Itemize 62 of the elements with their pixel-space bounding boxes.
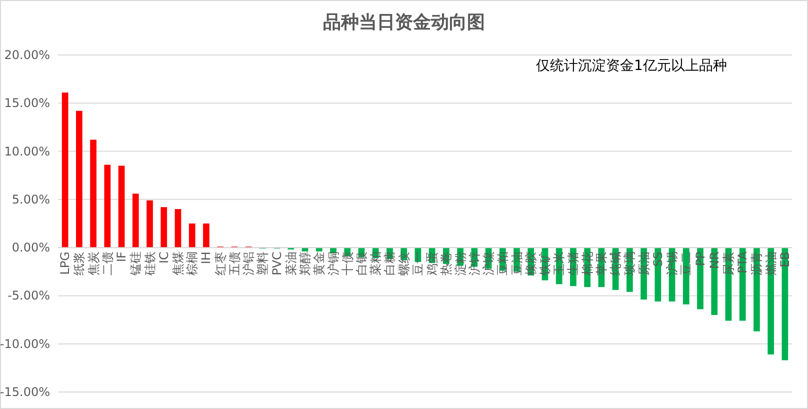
x-tick-label: 玻璃 <box>622 252 637 276</box>
x-tick-label: 玉米 <box>552 252 566 276</box>
y-tick-label: -5.00% <box>8 288 50 303</box>
x-tick-label: 豆二 <box>679 252 694 276</box>
x-tick-label: 菜粕 <box>368 252 383 276</box>
x-tick-label: 红枣 <box>213 252 228 276</box>
x-tick-label: NR <box>707 252 722 269</box>
x-tick-label: 纯碱 <box>608 252 623 276</box>
x-tick-label: PP <box>693 252 708 266</box>
x-tick-label: 锰硅 <box>128 252 143 277</box>
x-tick-label: 沪镍 <box>482 252 496 276</box>
x-tick-label: 尿素 <box>721 252 736 276</box>
x-tick-label: 白银 <box>354 252 368 276</box>
chart-title: 品种当日资金动向图 <box>323 12 485 33</box>
x-tick-label: 十债 <box>340 252 354 276</box>
x-tick-label: 棕榈 <box>185 252 200 276</box>
y-tick-label: -15.00% <box>0 385 50 399</box>
annotation: 仅统计沉淀资金1亿元以上品种 <box>536 58 727 74</box>
x-tick-label: 硅铁 <box>142 252 157 277</box>
x-tick-label: 五债 <box>227 252 242 276</box>
x-tick-label: 白糖 <box>382 252 397 276</box>
x-tick-label: 鸡蛋 <box>425 252 440 277</box>
x-tick-label: 菜油 <box>284 252 298 276</box>
y-tick-label: -10.00% <box>0 336 50 351</box>
x-tick-label: IF <box>114 251 129 262</box>
x-tick-label: 沪锌 <box>467 252 482 276</box>
x-tick-label: 豆油 <box>510 252 524 276</box>
x-tick-label: SS <box>650 252 665 267</box>
x-tick-label: IH <box>199 252 214 264</box>
x-tick-label: IC <box>156 252 171 264</box>
x-tick-label: 苹果 <box>594 252 608 276</box>
x-tick-label: 生猪 <box>566 252 580 276</box>
x-tick-label: 沪铜 <box>326 252 340 276</box>
x-tick-label: 沪锡 <box>665 252 680 276</box>
x-tick-label: 热卷 <box>439 252 454 276</box>
y-tick-label: 10.00% <box>4 144 50 158</box>
x-tick-label: 焦炭 <box>86 252 100 276</box>
x-tick-label: 燃油 <box>764 252 778 276</box>
x-tick-label: LPG <box>58 252 72 275</box>
y-tick-label: 5.00% <box>12 192 50 206</box>
x-tick-label: 原油 <box>636 252 651 276</box>
x-tick-label: 沪铝 <box>242 252 256 276</box>
x-tick-label: 淀粉 <box>453 252 468 276</box>
x-tick-label: PTA <box>736 250 750 274</box>
x-tick-label: 铁矿 <box>538 252 552 277</box>
x-tick-label: 豆一 <box>410 252 425 276</box>
x-tick-label: 塑料 <box>256 252 270 276</box>
x-tick-label: 二债 <box>100 252 114 276</box>
x-tick-label: 螺纹 <box>396 252 411 276</box>
y-tick-label: 15.00% <box>4 96 50 110</box>
x-tick-label: 豆粕 <box>496 252 510 276</box>
x-tick-label: 棉花 <box>580 252 594 276</box>
x-tick-label: EB <box>778 252 792 268</box>
x-tick-label: 黄金 <box>312 252 326 276</box>
x-tick-label: PVC <box>270 252 284 276</box>
y-tick-label: 20.00% <box>4 48 50 62</box>
y-tick-label: 0.00% <box>12 240 50 255</box>
x-tick-label: 纸浆 <box>72 252 86 276</box>
x-tick-label: 郑醇 <box>298 252 312 276</box>
x-tick-label: 焦煤 <box>170 252 185 276</box>
x-tick-label: 橡胶 <box>524 252 538 276</box>
x-tick-label: 沥青 <box>750 252 764 276</box>
